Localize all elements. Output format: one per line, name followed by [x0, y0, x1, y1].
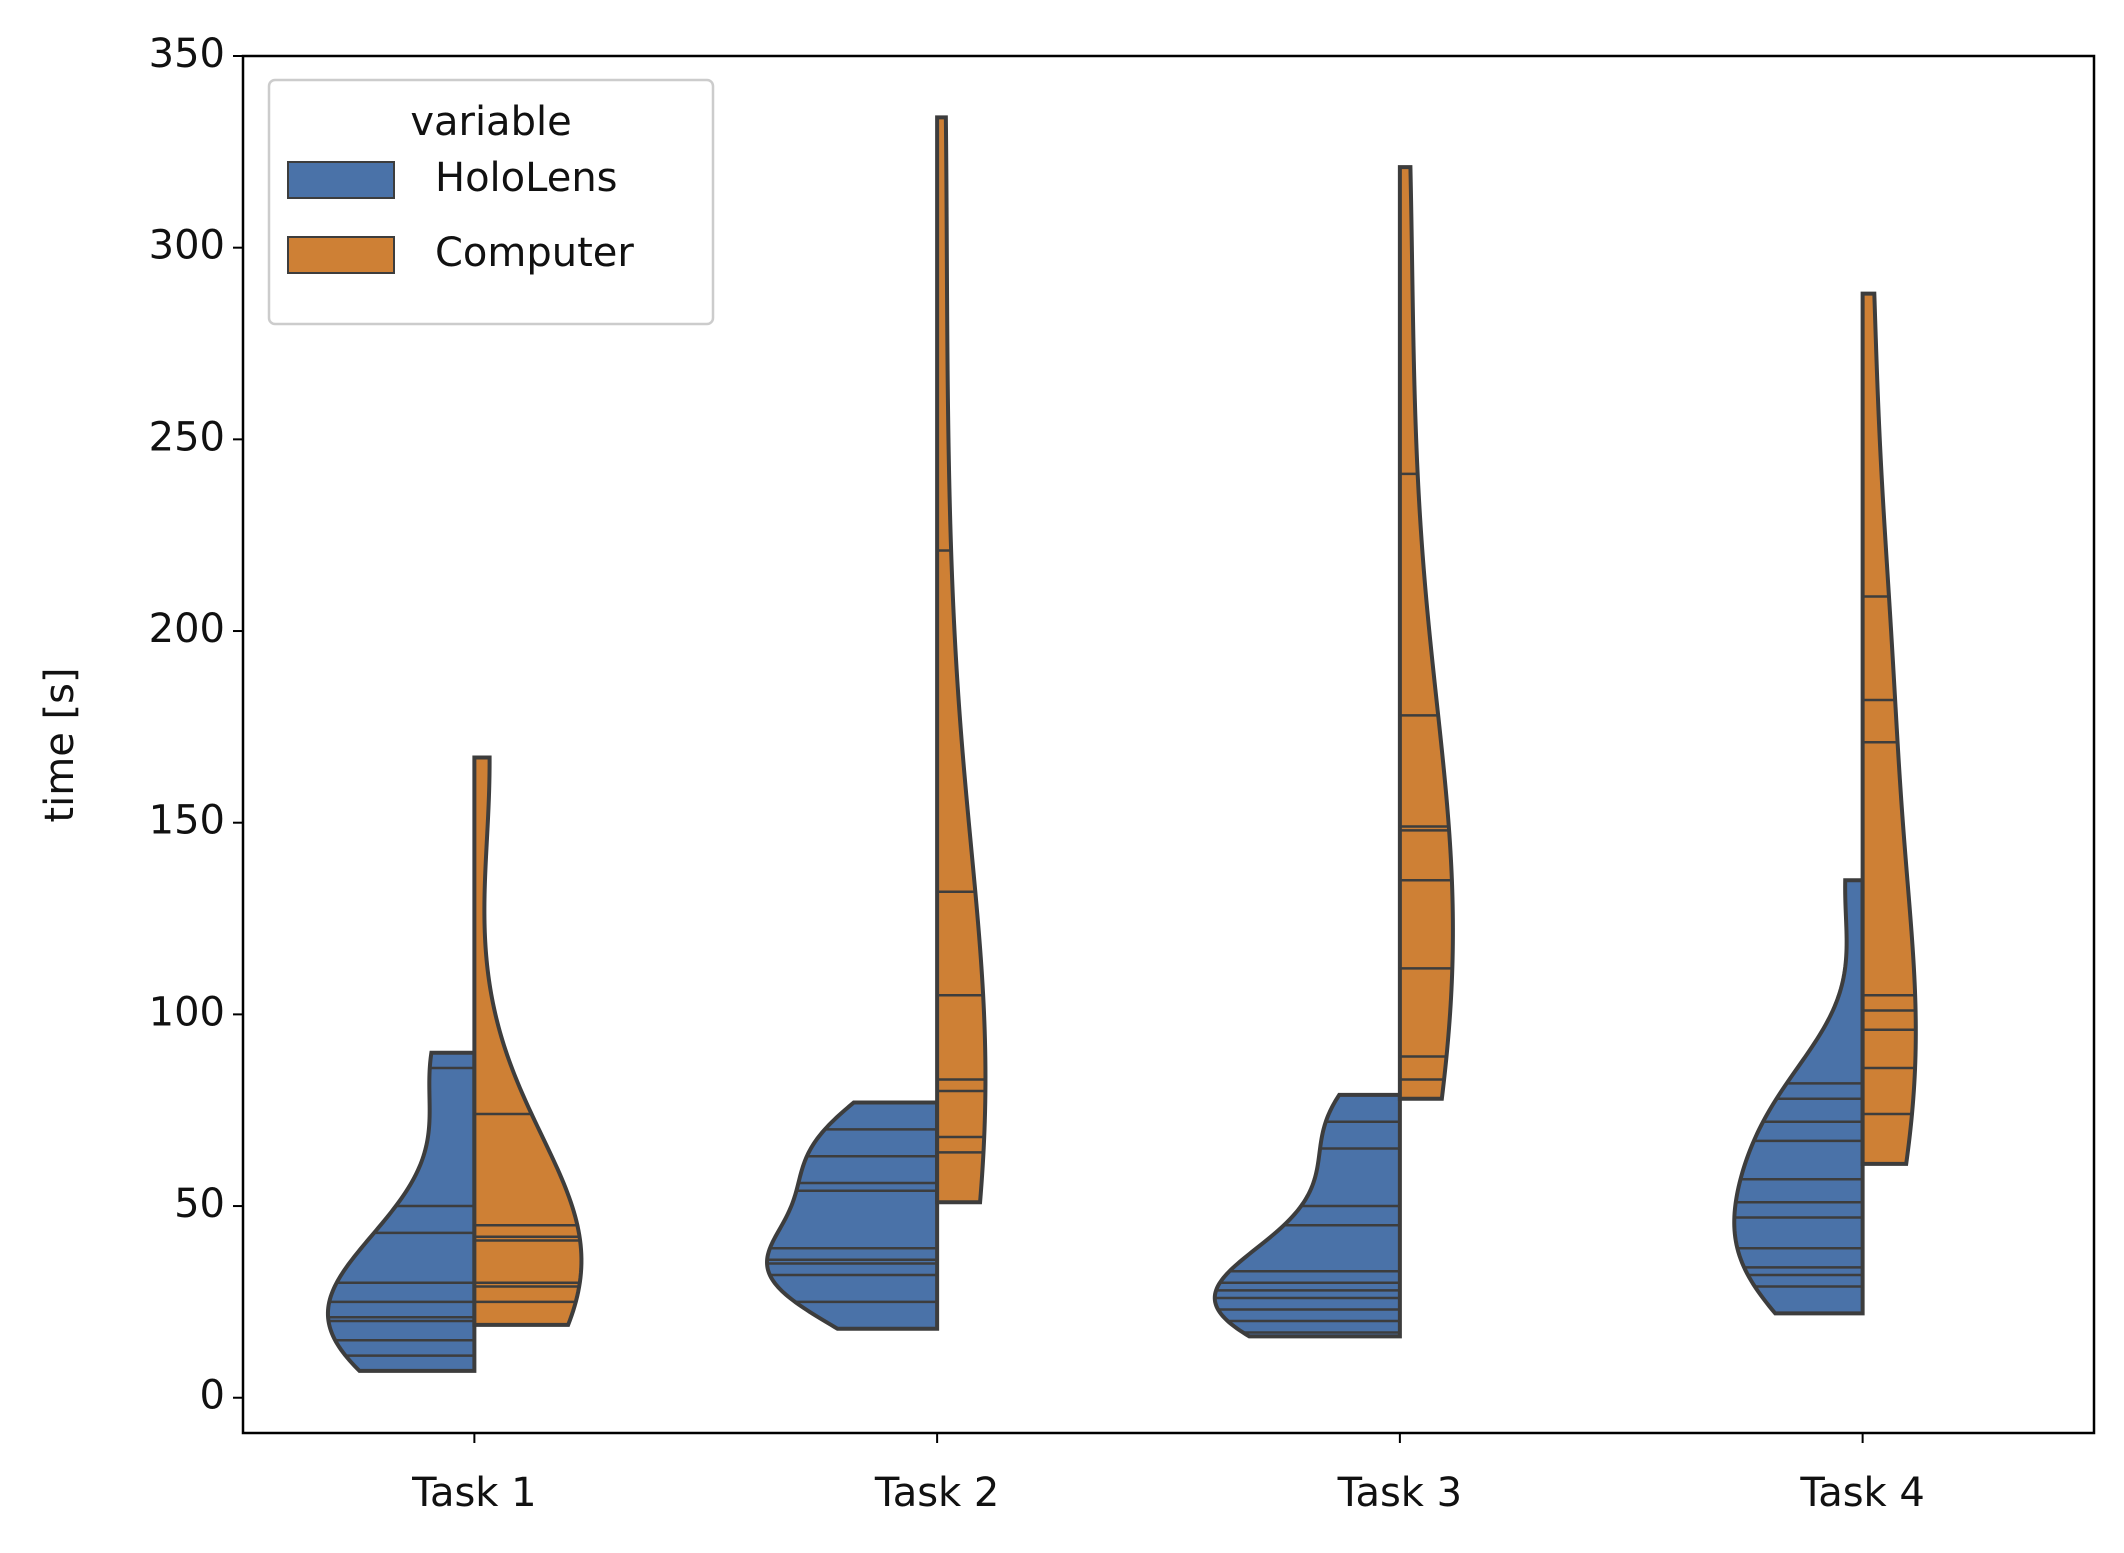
violin-half: [1397, 165, 1455, 1101]
legend-title: variable: [410, 99, 571, 145]
violin-half: [472, 755, 584, 1327]
y-tick-label: 250: [149, 414, 225, 460]
violin-half: [1212, 1092, 1402, 1339]
violin-half: [935, 115, 988, 1205]
violin-half: [325, 1050, 477, 1373]
legend-swatch: [287, 236, 395, 274]
y-tick-label: 200: [149, 606, 225, 652]
y-tick-label: 100: [149, 989, 225, 1035]
x-tick-label: Task 4: [1799, 1470, 1925, 1516]
y-tick-label: 0: [200, 1373, 225, 1419]
y-tick-label: 50: [174, 1181, 225, 1227]
violin-half: [1860, 291, 1918, 1166]
plot-frame: [241, 54, 2096, 1435]
x-tick-label: Task 2: [874, 1470, 1000, 1516]
x-tick-label: Task 1: [411, 1470, 537, 1516]
violin-half: [1732, 878, 1865, 1316]
y-tick-label: 300: [149, 223, 225, 269]
y-tick-label: 350: [149, 31, 225, 77]
y-tick-label: 150: [149, 798, 225, 844]
legend-label: Computer: [435, 230, 634, 276]
legend-label: HoloLens: [435, 155, 618, 201]
y-axis-label: time [s]: [37, 667, 83, 822]
legend-swatch: [287, 161, 395, 199]
violin-half: [765, 1100, 940, 1331]
x-tick-label: Task 3: [1337, 1470, 1463, 1516]
